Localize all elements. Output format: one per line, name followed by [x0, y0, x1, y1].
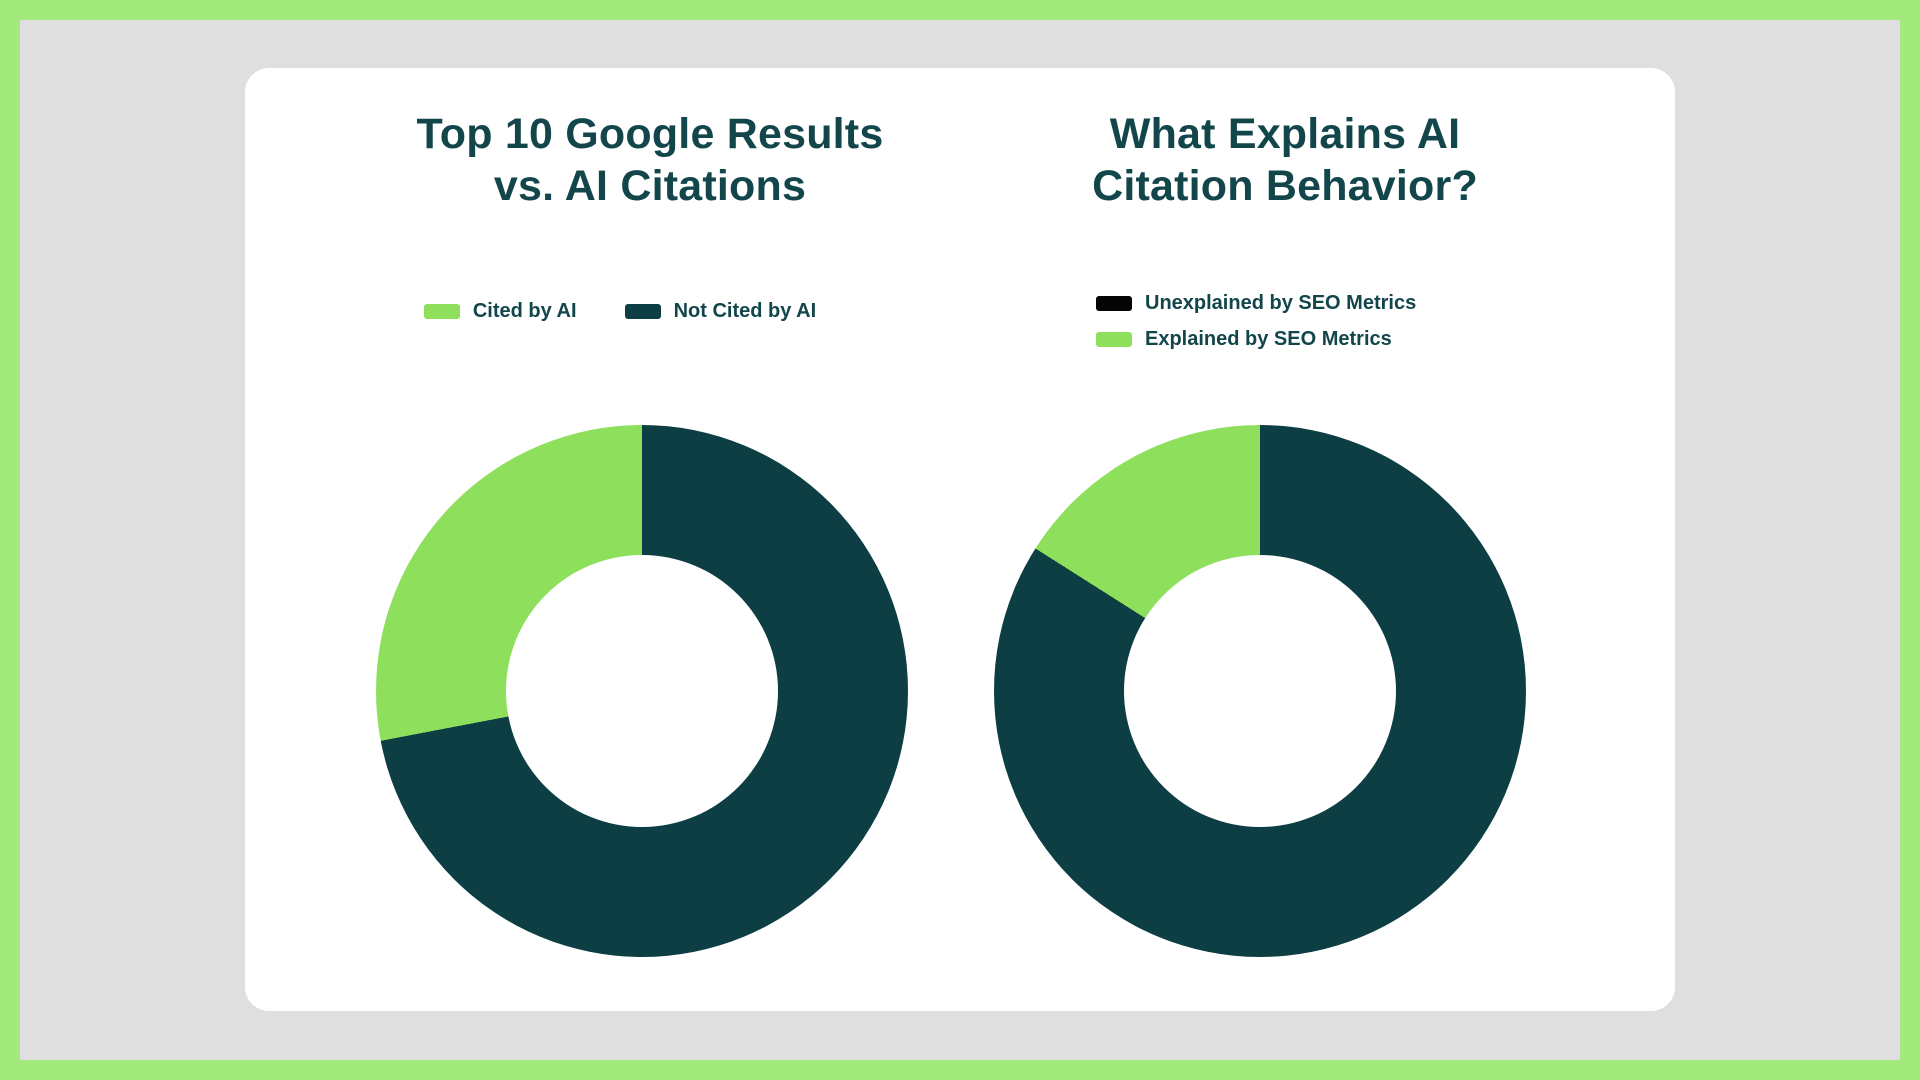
chart2-title-line1: What Explains AI: [1109, 110, 1461, 158]
legend-swatch-explained: [1096, 332, 1132, 347]
legend-label-cited-by-ai: Cited by AI: [472, 300, 577, 322]
chart2-legend: Unexplained by SEO Metrics Explained by …: [1096, 292, 1416, 351]
chart1-donut: [376, 425, 908, 957]
chart1-title-line1: Top 10 Google Results: [416, 110, 884, 158]
legend-label-explained: Explained by SEO Metrics: [1145, 328, 1392, 350]
legend-swatch-cited-by-ai: [423, 304, 460, 319]
chart2-donut: [994, 425, 1526, 957]
chart1-title: Top 10 Google Results vs. AI Citations: [330, 108, 970, 212]
legend-item-cited-by-ai: Cited by AI: [423, 300, 577, 323]
chart1-donut-hole: [506, 555, 778, 827]
legend-item-explained: Explained by SEO Metrics: [1096, 328, 1416, 351]
chart2-title-line2: Citation Behavior?: [1092, 162, 1478, 210]
legend-item-not-cited-by-ai: Not Cited by AI: [624, 300, 817, 323]
legend-swatch-unexplained: [1096, 296, 1132, 311]
chart1-title-line2: vs. AI Citations: [493, 162, 807, 210]
canvas-background: Top 10 Google Results vs. AI Citations Ci…: [20, 20, 1900, 1060]
legend-item-unexplained: Unexplained by SEO Metrics: [1096, 292, 1416, 315]
legend-label-not-cited-by-ai: Not Cited by AI: [673, 300, 817, 322]
chart1-legend: Cited by AI Not Cited by AI: [320, 300, 920, 323]
chart2-donut-hole: [1124, 555, 1396, 827]
legend-swatch-not-cited-by-ai: [624, 304, 661, 319]
infographic-card: Top 10 Google Results vs. AI Citations Ci…: [245, 68, 1675, 1011]
chart2-title: What Explains AI Citation Behavior?: [965, 108, 1605, 212]
legend-label-unexplained: Unexplained by SEO Metrics: [1145, 292, 1417, 314]
